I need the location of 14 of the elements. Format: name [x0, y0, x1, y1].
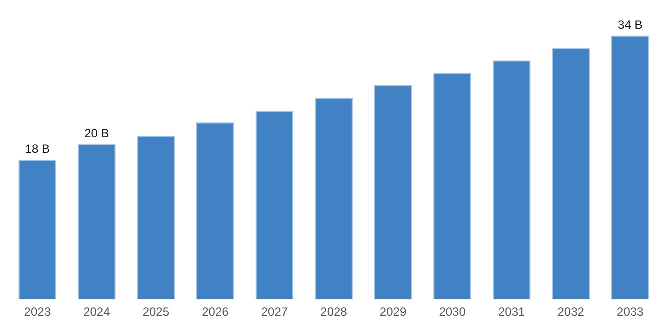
x-tick-label: 2030 — [439, 305, 466, 320]
data-label: 34 B — [618, 18, 643, 32]
x-tick-label: 2029 — [380, 305, 407, 320]
x-tick-label: 2028 — [320, 305, 348, 320]
x-tick-label: 2033 — [617, 305, 644, 320]
x-tick-label: 2026 — [202, 305, 230, 320]
x-tick-label: 2032 — [558, 305, 585, 320]
x-tick-label: 2027 — [261, 305, 288, 320]
x-tick-label: 2031 — [498, 305, 526, 320]
x-tick-label: 2024 — [84, 305, 111, 320]
data-label: 18 B — [25, 142, 50, 156]
x-tick-label: 2023 — [24, 305, 52, 320]
x-tick-label: 2025 — [142, 305, 170, 320]
data-label: 20 B — [84, 126, 110, 141]
